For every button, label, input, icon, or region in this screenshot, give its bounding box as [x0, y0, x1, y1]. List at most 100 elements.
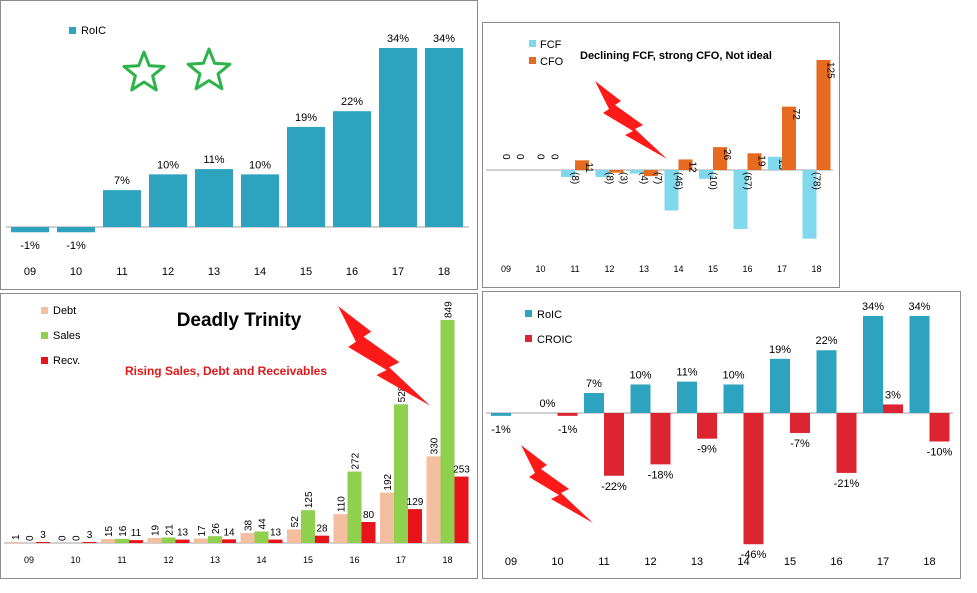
data-label: 0 [549, 154, 560, 160]
data-label: 44 [258, 518, 269, 530]
sales-bar [115, 538, 129, 543]
data-label: 72 [790, 109, 801, 121]
data-label: -1% [20, 240, 40, 252]
data-label: 0 [535, 154, 546, 160]
roic-bar [425, 48, 463, 227]
legend-swatch-debt [41, 307, 48, 314]
legend-swatch-cfo [529, 57, 536, 64]
x-tick-label: 16 [830, 556, 842, 568]
data-label: 0 [500, 154, 511, 160]
x-tick-label: 15 [300, 266, 312, 278]
data-label: 19% [769, 344, 791, 356]
legend-label-croic: CROIC [537, 334, 573, 346]
legend-swatch-sales [41, 332, 48, 339]
roic-bar [909, 316, 930, 413]
data-label: 0 [25, 535, 36, 541]
x-tick-label: 13 [210, 555, 220, 565]
recv-bar [408, 509, 422, 543]
roic-croic-chart-panel: -1% 09 0% -1% 10 7% -22% 11 10% -18% 12 11% -9% 13 10%… [482, 291, 961, 579]
x-tick-label: 12 [163, 555, 173, 565]
data-label: 19% [295, 112, 317, 124]
recv-bar [222, 539, 236, 543]
data-label: 3 [40, 530, 46, 541]
data-label: (8) [604, 172, 615, 184]
data-label: 34% [908, 301, 930, 313]
data-label: 7% [586, 378, 602, 390]
data-label: 11 [583, 162, 594, 173]
data-label: 528 [397, 385, 408, 402]
sales-bar [301, 510, 315, 543]
data-label: 192 [383, 473, 394, 490]
cfo-bar [644, 170, 658, 177]
chart-title: Declining FCF, strong CFO, Not ideal [580, 50, 772, 62]
x-tick-label: 15 [708, 264, 718, 274]
fcf-bar [561, 170, 575, 178]
fcf-bar [595, 170, 610, 178]
x-tick-label: 12 [604, 264, 614, 274]
data-label: 272 [351, 452, 362, 469]
cfo-bar [747, 153, 762, 170]
data-label: 80 [363, 510, 375, 521]
data-label: 15 [104, 525, 115, 537]
x-tick-label: 18 [811, 264, 821, 274]
data-label: 125 [825, 62, 836, 79]
x-tick-label: 09 [24, 266, 36, 278]
x-tick-label: 15 [784, 556, 796, 568]
croic-bar [557, 413, 578, 416]
x-tick-label: 09 [24, 555, 34, 565]
chart-title: Deadly Trinity [177, 310, 302, 331]
debt-bar [8, 542, 22, 543]
data-label: 34% [387, 33, 409, 45]
roic-bar [863, 316, 883, 413]
data-label: 253 [453, 465, 470, 476]
data-label: 10% [157, 159, 179, 171]
lightning-bolt-icon [338, 306, 431, 406]
data-label: (8) [569, 172, 580, 184]
roic-bar [723, 384, 744, 413]
data-label: -18% [648, 469, 674, 481]
data-label: 19 [151, 524, 162, 536]
sales-bar [394, 404, 408, 543]
roic-bar [57, 227, 95, 233]
debt-bar [240, 533, 255, 543]
roic-bar [333, 111, 371, 227]
croic-bar [697, 413, 717, 439]
data-label: 28 [316, 524, 328, 535]
x-tick-label: 10 [535, 264, 545, 274]
star-icon [122, 50, 166, 92]
data-label: 22% [815, 335, 837, 347]
croic-bar [743, 413, 764, 545]
roic-bar [584, 393, 604, 413]
x-tick-label: 16 [349, 555, 359, 565]
sales-bar [254, 531, 269, 543]
x-tick-label: 18 [442, 555, 452, 565]
croic-bar [650, 413, 671, 465]
data-label: 125 [304, 491, 315, 508]
x-tick-label: 12 [162, 266, 174, 278]
cfo-bar [678, 159, 693, 170]
debt-bar [194, 538, 208, 543]
legend-swatch-croic [525, 335, 532, 342]
fcf-bar [699, 170, 713, 179]
data-label: 129 [407, 497, 424, 508]
data-label: (67) [742, 172, 753, 190]
legend-swatch-fcf [529, 40, 536, 47]
data-label: 13 [270, 528, 282, 539]
x-tick-label: 17 [396, 555, 406, 565]
x-tick-label: 17 [877, 556, 889, 568]
fcf-bar [733, 170, 748, 229]
data-label: 330 [430, 437, 441, 454]
fcf-cfo-chart-panel: 0 0 09 0 0 10 (8) 11 11 (8) (3) 12 (4) (7) 13 (46) 12 14(… [482, 22, 840, 288]
sales-bar [347, 471, 362, 543]
roic-bar [630, 384, 651, 413]
lightning-bolt-icon [595, 81, 667, 159]
recv-bar [315, 535, 329, 543]
fcf-bar [630, 170, 644, 174]
croic-bar [790, 413, 810, 433]
roic-bar [816, 350, 837, 413]
roic-bar [287, 126, 325, 227]
roic-bar [379, 48, 417, 227]
data-label: (46) [673, 172, 684, 190]
legend-label-cfo: CFO [540, 56, 564, 68]
x-tick-label: 13 [639, 264, 649, 274]
